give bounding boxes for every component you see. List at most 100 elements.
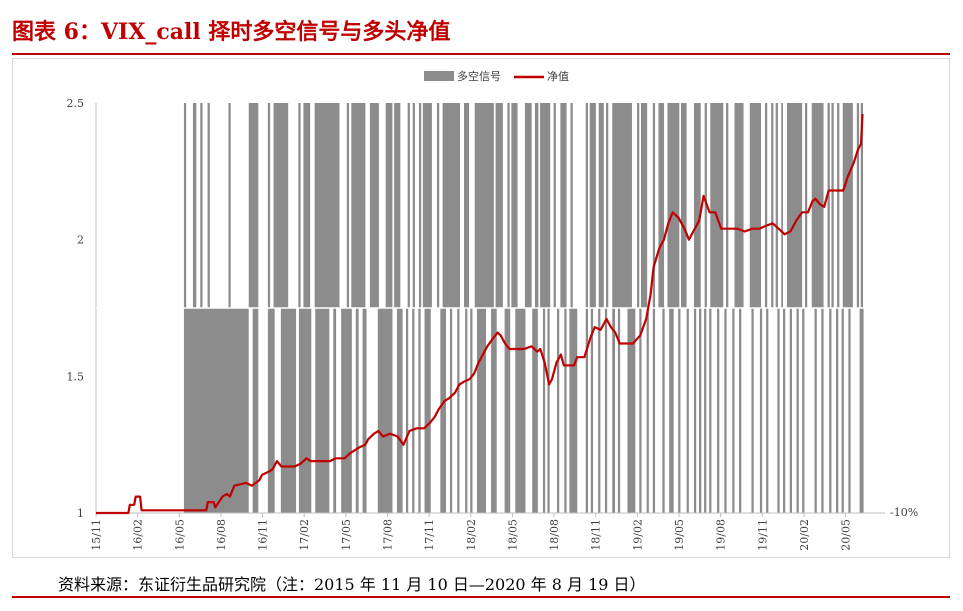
signal-short-bar bbox=[646, 308, 649, 513]
y-tick-label: 2 bbox=[77, 234, 84, 247]
signal-short-bar bbox=[639, 308, 642, 513]
y-right-tick-label: -10% bbox=[890, 506, 918, 519]
signal-long-bar bbox=[418, 103, 422, 308]
signal-long-bar bbox=[775, 103, 778, 308]
x-tick-label: 20/02 bbox=[798, 519, 811, 551]
signal-short-bar bbox=[766, 308, 769, 513]
signal-short-bar bbox=[709, 308, 712, 513]
signal-long-bar bbox=[831, 103, 834, 308]
signal-short-bar bbox=[759, 308, 763, 513]
signal-long-bar bbox=[771, 103, 774, 308]
signal-long-bar bbox=[570, 103, 573, 308]
signal-short-bar bbox=[669, 308, 674, 513]
signal-short-bar bbox=[396, 308, 403, 513]
signal-long-bar bbox=[560, 103, 567, 308]
signal-short-bar bbox=[821, 308, 824, 513]
signal-short-bar bbox=[557, 308, 560, 513]
signal-short-bar bbox=[315, 308, 330, 513]
signal-short-bar bbox=[627, 308, 636, 513]
signal-long-bar bbox=[351, 103, 366, 308]
signal-long-bar bbox=[273, 103, 289, 308]
signal-short-bar bbox=[333, 308, 337, 513]
signal-long-bar bbox=[346, 103, 350, 308]
signal-long-bar bbox=[192, 103, 197, 308]
x-tick-label: 19/05 bbox=[673, 519, 686, 551]
signal-short-bar bbox=[412, 308, 415, 513]
signal-short-bar bbox=[604, 308, 608, 513]
signal-short-bar bbox=[547, 308, 550, 513]
y-tick-label: 2.5 bbox=[67, 97, 85, 110]
signal-long-bar bbox=[407, 103, 410, 308]
signal-short-bar bbox=[515, 308, 526, 513]
signal-long-bar bbox=[658, 103, 665, 308]
signal-short-bar bbox=[440, 308, 446, 513]
signal-long-bar bbox=[652, 103, 656, 308]
signal-short-bar bbox=[777, 308, 780, 513]
signal-short-bar bbox=[724, 308, 727, 513]
signal-short-bar bbox=[717, 308, 720, 513]
signal-long-bar bbox=[228, 103, 231, 308]
signal-short-bar bbox=[841, 308, 844, 513]
x-tick-label: 15/11 bbox=[90, 519, 103, 551]
signal-long-bar bbox=[394, 103, 401, 308]
signal-long-bar bbox=[693, 103, 701, 308]
signal-short-bar bbox=[678, 308, 681, 513]
x-tick-label: 18/11 bbox=[590, 519, 603, 551]
signal-short-bar bbox=[612, 308, 616, 513]
signal-short-bar bbox=[848, 308, 851, 513]
signal-short-bar bbox=[532, 308, 538, 513]
figure-title: 图表 6：VIX_call 择时多空信号与多头净值 bbox=[12, 19, 451, 45]
legend-signal-swatch bbox=[424, 71, 454, 81]
signal-short-bar bbox=[662, 308, 665, 513]
legend-signal-label: 多空信号 bbox=[457, 69, 501, 83]
source-note: 资料来源：东证衍生品研究院（注：2015 年 11 月 10 日—2020 年 … bbox=[58, 575, 646, 594]
signal-long-bar bbox=[298, 103, 301, 308]
legend-nav-label: 净值 bbox=[547, 69, 569, 83]
signal-long-bar bbox=[507, 103, 510, 308]
signal-short-bar bbox=[298, 308, 312, 513]
x-tick-label: 17/02 bbox=[298, 519, 311, 551]
signal-short-bar bbox=[859, 308, 864, 513]
signal-short-bar bbox=[252, 308, 259, 513]
signal-short-bar bbox=[504, 308, 511, 513]
signal-short-bar bbox=[789, 308, 793, 513]
signal-long-bar bbox=[183, 103, 187, 308]
signal-short-bar bbox=[470, 308, 473, 513]
signal-short-bar bbox=[782, 308, 786, 513]
signal-long-bar bbox=[589, 103, 596, 308]
signal-short-bar bbox=[569, 308, 578, 513]
signal-long-bar bbox=[442, 103, 461, 308]
signal-long-bar bbox=[726, 103, 729, 308]
y-tick-label: 1 bbox=[77, 507, 84, 520]
signal-long-bar bbox=[786, 103, 803, 308]
signal-short-bar bbox=[542, 308, 546, 513]
signal-short-bar bbox=[564, 308, 567, 513]
signal-long-bar bbox=[303, 103, 311, 308]
x-tick-label: 20/05 bbox=[840, 519, 853, 551]
signal-short-bar bbox=[829, 308, 832, 513]
signal-short-bar bbox=[355, 308, 359, 513]
signal-short-bar bbox=[814, 308, 817, 513]
x-tick-label: 19/08 bbox=[715, 519, 728, 551]
x-tick-label: 18/08 bbox=[548, 519, 561, 551]
signal-short-bar bbox=[796, 308, 799, 513]
x-tick-label: 19/11 bbox=[756, 519, 769, 551]
chart-frame: 1 1.5 2 2.5 -10% 15/11 16/02 16/05 16/08 16/11 17/… bbox=[12, 58, 950, 558]
signal-short-bar bbox=[590, 308, 594, 513]
signal-long-bar bbox=[804, 103, 808, 308]
signal-long-bar bbox=[524, 103, 532, 308]
x-tick-label: 16/11 bbox=[257, 519, 270, 551]
signal-short-bar bbox=[377, 308, 393, 513]
signal-long-bar bbox=[422, 103, 432, 308]
signal-long-bar bbox=[640, 103, 648, 308]
signal-long-bar bbox=[474, 103, 494, 308]
signal-long-bar bbox=[710, 103, 724, 308]
chart-svg: 1 1.5 2 2.5 -10% 15/11 16/02 16/05 16/08 16/11 17/… bbox=[67, 69, 919, 551]
title-underline bbox=[12, 53, 950, 55]
signal-short-bar bbox=[449, 308, 453, 513]
signal-long-bar bbox=[540, 103, 551, 308]
signal-long-bar bbox=[860, 103, 864, 308]
signal-long-bar bbox=[667, 103, 680, 308]
signal-short-bar bbox=[732, 308, 735, 513]
signal-long-bar bbox=[248, 103, 259, 308]
